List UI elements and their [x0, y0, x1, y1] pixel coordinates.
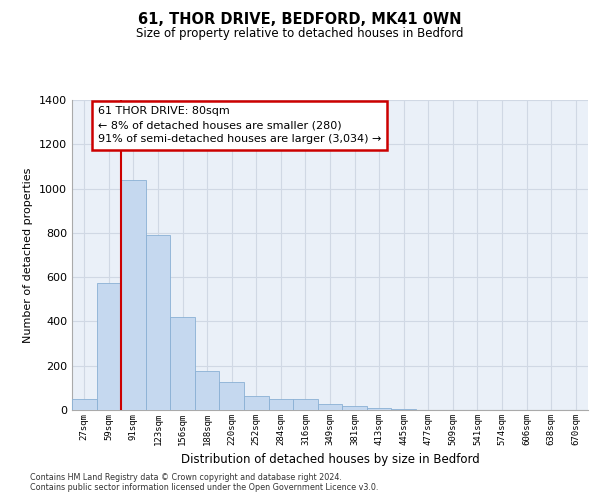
Text: Contains HM Land Registry data © Crown copyright and database right 2024.: Contains HM Land Registry data © Crown c…: [30, 474, 342, 482]
Y-axis label: Number of detached properties: Number of detached properties: [23, 168, 34, 342]
Text: Size of property relative to detached houses in Bedford: Size of property relative to detached ho…: [136, 28, 464, 40]
Bar: [97, 282, 121, 410]
Bar: [146, 235, 170, 410]
Bar: [367, 408, 391, 410]
Bar: [121, 180, 146, 410]
Bar: [391, 409, 416, 410]
Bar: [293, 399, 318, 410]
Text: 61 THOR DRIVE: 80sqm
← 8% of detached houses are smaller (280)
91% of semi-detac: 61 THOR DRIVE: 80sqm ← 8% of detached ho…: [98, 106, 381, 144]
Bar: [244, 396, 269, 410]
Bar: [318, 404, 342, 410]
Bar: [72, 399, 97, 410]
X-axis label: Distribution of detached houses by size in Bedford: Distribution of detached houses by size …: [181, 454, 479, 466]
Bar: [269, 399, 293, 410]
Bar: [220, 382, 244, 410]
Bar: [342, 406, 367, 410]
Bar: [195, 370, 220, 410]
Text: Contains public sector information licensed under the Open Government Licence v3: Contains public sector information licen…: [30, 484, 379, 492]
Bar: [170, 317, 195, 410]
Text: 61, THOR DRIVE, BEDFORD, MK41 0WN: 61, THOR DRIVE, BEDFORD, MK41 0WN: [138, 12, 462, 28]
